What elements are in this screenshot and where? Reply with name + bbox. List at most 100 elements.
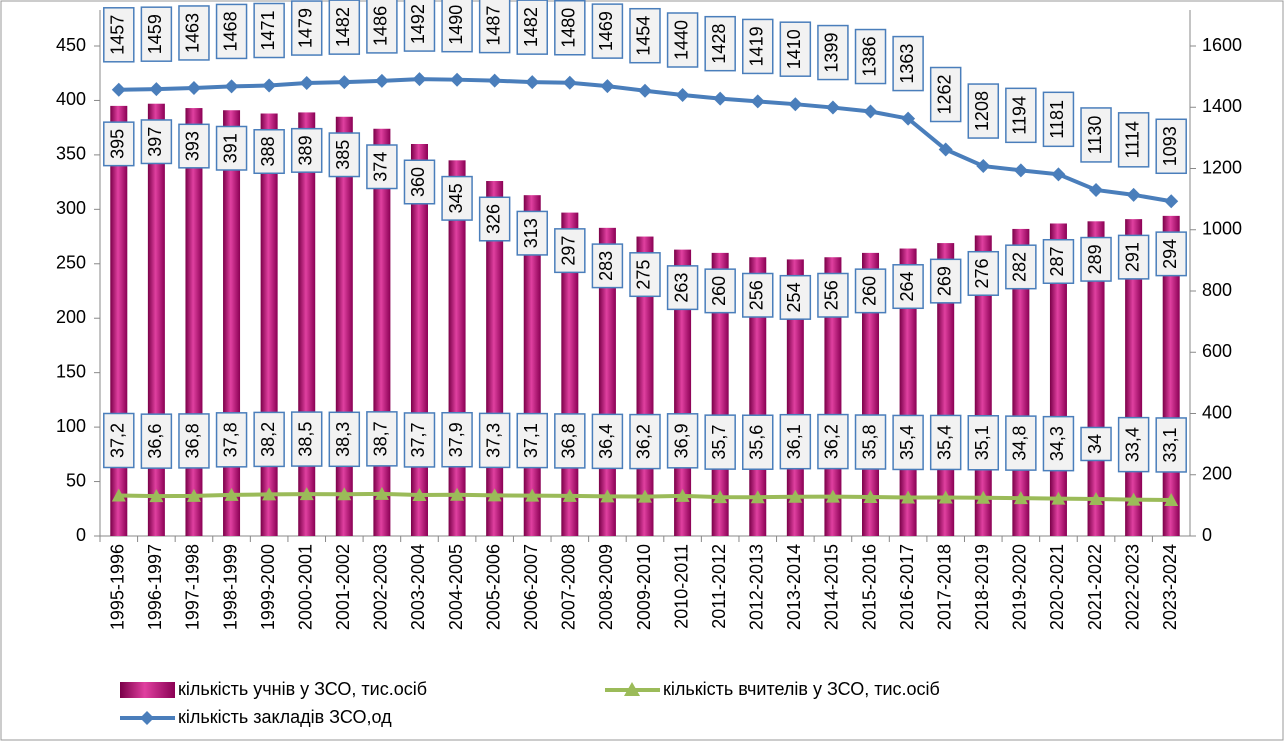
label-box — [253, 411, 285, 468]
label-box — [403, 159, 436, 205]
data-label: 37,7 — [408, 422, 428, 457]
x-tick-label: 2009-2010 — [634, 544, 654, 630]
label-box — [554, 228, 586, 274]
label-box — [366, 0, 398, 54]
data-label: 1114 — [1122, 121, 1142, 158]
data-label: 1419 — [747, 26, 767, 66]
x-tick-label: 2015-2016 — [859, 544, 879, 630]
label-box — [854, 28, 887, 85]
label-box — [854, 268, 887, 314]
label-box — [178, 413, 210, 469]
x-tick-label: 2006-2007 — [521, 544, 541, 630]
data-label: 37,3 — [483, 423, 503, 458]
label-box — [1005, 244, 1037, 290]
bar — [298, 112, 316, 536]
marker — [111, 82, 126, 97]
x-tick-label: 2014-2015 — [822, 544, 842, 630]
x-tick-label: 2023-2024 — [1160, 544, 1180, 630]
data-label: 1181 — [1047, 100, 1067, 139]
data-label: 38,2 — [258, 422, 278, 457]
data-label: 256 — [822, 280, 842, 310]
data-label: 395 — [108, 129, 128, 159]
label-box — [666, 12, 699, 68]
marker — [186, 488, 201, 502]
y2-tick-label: 1400 — [1202, 96, 1242, 116]
data-label: 1262 — [934, 74, 954, 114]
marker — [562, 75, 577, 90]
data-label: 283 — [596, 251, 616, 281]
marker — [224, 487, 239, 501]
label-box — [892, 264, 924, 310]
marker — [1051, 491, 1066, 505]
x-tick-label: 2011-2012 — [709, 544, 729, 629]
label-box — [967, 415, 1000, 471]
data-label: 313 — [521, 218, 541, 248]
marker — [638, 83, 652, 98]
label-box — [1080, 107, 1112, 163]
label-box — [1042, 238, 1075, 284]
data-label: 1399 — [822, 33, 842, 73]
label-box — [516, 412, 548, 469]
marker — [788, 97, 803, 112]
label-box — [516, 0, 548, 55]
x-tick-label: 2004-2005 — [446, 544, 466, 630]
marker — [149, 489, 164, 503]
x-tick-label: 1999-2000 — [258, 544, 278, 630]
data-label: 1093 — [1160, 126, 1180, 166]
marker — [863, 490, 878, 504]
label-box — [1042, 91, 1075, 148]
label-box — [666, 413, 699, 469]
label-box — [892, 414, 924, 471]
y-tick-label: 350 — [56, 144, 86, 164]
data-label: 34,8 — [1010, 426, 1030, 461]
label-box — [328, 0, 361, 55]
x-tick-label: 2019-2020 — [1010, 544, 1030, 630]
data-label: 35,4 — [897, 425, 917, 460]
y-tick-label: 400 — [56, 89, 86, 109]
label-box — [591, 3, 624, 59]
data-label: 1130 — [1085, 116, 1105, 155]
data-label: 36,8 — [559, 423, 579, 458]
data-label: 276 — [972, 258, 992, 288]
legend-marker — [140, 711, 154, 725]
label-box — [478, 196, 511, 242]
legend-marker — [624, 682, 640, 696]
bar — [335, 116, 353, 537]
label-box — [1117, 416, 1150, 473]
marker — [1089, 491, 1104, 505]
data-label: 1454 — [634, 16, 654, 56]
y2-tick-label: 400 — [1202, 402, 1232, 422]
label-box — [215, 3, 248, 60]
marker — [337, 75, 352, 90]
data-label: 1482 — [333, 7, 353, 47]
data-label: 1469 — [596, 11, 616, 51]
marker — [750, 94, 765, 109]
label-box — [554, 413, 586, 469]
x-tick-label: 1997-1998 — [183, 544, 203, 630]
data-label: 287 — [1047, 246, 1067, 276]
label-box — [403, 0, 436, 52]
data-label: 1479 — [295, 8, 315, 48]
y-tick-label: 100 — [56, 416, 86, 436]
data-label: 1480 — [559, 8, 579, 48]
label-box — [929, 258, 962, 304]
data-label: 374 — [371, 152, 391, 182]
marker — [1051, 167, 1066, 182]
data-label: 389 — [295, 135, 315, 165]
data-label: 38,7 — [371, 421, 391, 456]
label-box — [441, 411, 473, 468]
marker — [750, 490, 765, 504]
marker — [788, 489, 803, 503]
marker — [901, 111, 916, 126]
label-box — [817, 272, 849, 318]
label-box — [666, 265, 699, 311]
marker — [487, 488, 502, 502]
label-box — [591, 243, 624, 289]
data-label: 1194 — [1010, 96, 1030, 135]
label-box — [103, 7, 135, 63]
label-box — [290, 411, 323, 467]
x-tick-label: 2017-2018 — [934, 544, 954, 630]
label-box — [215, 412, 248, 468]
marker — [1126, 187, 1141, 202]
